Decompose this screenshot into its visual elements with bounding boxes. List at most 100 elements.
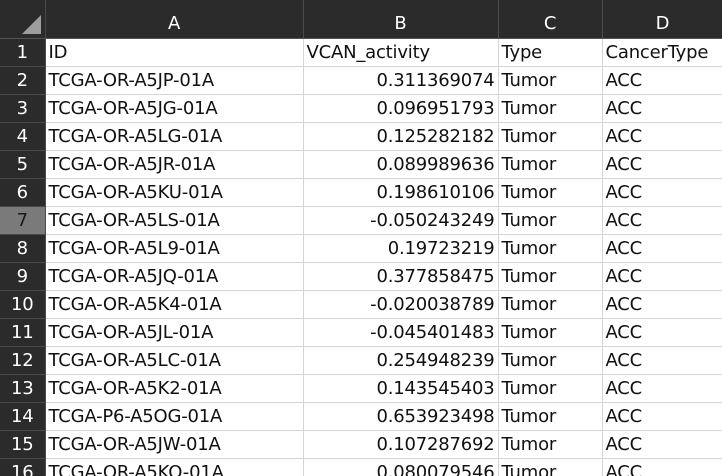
cell-vcan-activity[interactable]: 0.377858475 <box>303 262 499 291</box>
cell-vcan-activity[interactable]: 0.19723219 <box>303 234 499 263</box>
table-row: 3 TCGA-OR-A5JG-01A 0.096951793 Tumor ACC <box>0 94 722 123</box>
cell-type[interactable]: Tumor <box>498 234 603 263</box>
table-row: 13 TCGA-OR-A5K2-01A 0.143545403 Tumor ACC <box>0 374 722 403</box>
cell-id[interactable]: TCGA-OR-A5JR-01A <box>45 150 304 179</box>
cell-cancer-type[interactable]: ACC <box>602 458 722 476</box>
cell-type[interactable]: Tumor <box>498 318 603 347</box>
table-row: 5 TCGA-OR-A5JR-01A 0.089989636 Tumor ACC <box>0 150 722 179</box>
cell-type[interactable]: Tumor <box>498 206 603 235</box>
cell-id[interactable]: TCGA-OR-A5JQ-01A <box>45 262 304 291</box>
column-header-d[interactable]: D <box>602 0 722 39</box>
cell-vcan-activity[interactable]: 0.311369074 <box>303 66 499 95</box>
cell-id[interactable]: ID <box>45 38 304 67</box>
cell-id[interactable]: TCGA-OR-A5LS-01A <box>45 206 304 235</box>
table-row: 2 TCGA-OR-A5JP-01A 0.311369074 Tumor ACC <box>0 66 722 95</box>
row-header[interactable]: 16 <box>0 458 46 476</box>
table-row: 6 TCGA-OR-A5KU-01A 0.198610106 Tumor ACC <box>0 178 722 207</box>
column-header-b[interactable]: B <box>303 0 499 39</box>
row-header[interactable]: 5 <box>0 150 46 179</box>
cell-type[interactable]: Tumor <box>498 346 603 375</box>
table-row: 4 TCGA-OR-A5LG-01A 0.125282182 Tumor ACC <box>0 122 722 151</box>
cell-vcan-activity[interactable]: 0.198610106 <box>303 178 499 207</box>
cell-cancer-type[interactable]: ACC <box>602 94 722 123</box>
row-header[interactable]: 11 <box>0 318 46 347</box>
cell-id[interactable]: TCGA-OR-A5JW-01A <box>45 430 304 459</box>
row-header[interactable]: 6 <box>0 178 46 207</box>
select-all-corner[interactable] <box>0 0 46 39</box>
cell-id[interactable]: TCGA-P6-A5OG-01A <box>45 402 304 431</box>
cell-cancer-type[interactable]: ACC <box>602 402 722 431</box>
table-row: 1 ID VCAN_activity Type CancerType <box>0 38 722 67</box>
row-header[interactable]: 4 <box>0 122 46 151</box>
cell-type[interactable]: Tumor <box>498 402 603 431</box>
cell-type[interactable]: Tumor <box>498 262 603 291</box>
table-row: 15 TCGA-OR-A5JW-01A 0.107287692 Tumor ACC <box>0 430 722 459</box>
cell-cancer-type[interactable]: ACC <box>602 290 722 319</box>
cell-id[interactable]: TCGA-OR-A5KO-01A <box>45 458 304 476</box>
table-row: 11 TCGA-OR-A5JL-01A -0.045401483 Tumor ACC <box>0 318 722 347</box>
row-header[interactable]: 10 <box>0 290 46 319</box>
row-header[interactable]: 2 <box>0 66 46 95</box>
cell-cancer-type[interactable]: ACC <box>602 122 722 151</box>
cell-vcan-activity[interactable]: 0.096951793 <box>303 94 499 123</box>
row-header[interactable]: 3 <box>0 94 46 123</box>
cell-type[interactable]: Tumor <box>498 374 603 403</box>
select-all-triangle-icon <box>21 14 41 34</box>
cell-cancer-type[interactable]: ACC <box>602 66 722 95</box>
cell-id[interactable]: TCGA-OR-A5JP-01A <box>45 66 304 95</box>
cell-vcan-activity[interactable]: 0.143545403 <box>303 374 499 403</box>
cell-id[interactable]: TCGA-OR-A5LC-01A <box>45 346 304 375</box>
cell-vcan-activity[interactable]: -0.050243249 <box>303 206 499 235</box>
cell-type[interactable]: Tumor <box>498 458 603 476</box>
column-header-c[interactable]: C <box>498 0 603 39</box>
column-header-row: A B C D <box>0 0 722 39</box>
column-header-a[interactable]: A <box>45 0 304 39</box>
row-header[interactable]: 13 <box>0 374 46 403</box>
cell-cancer-type[interactable]: CancerType <box>602 38 722 67</box>
row-header[interactable]: 8 <box>0 234 46 263</box>
cell-id[interactable]: TCGA-OR-A5K4-01A <box>45 290 304 319</box>
cell-cancer-type[interactable]: ACC <box>602 234 722 263</box>
cell-vcan-activity[interactable]: 0.089989636 <box>303 150 499 179</box>
cell-cancer-type[interactable]: ACC <box>602 430 722 459</box>
cell-type[interactable]: Tumor <box>498 150 603 179</box>
row-header[interactable]: 15 <box>0 430 46 459</box>
row-header[interactable]: 12 <box>0 346 46 375</box>
cell-vcan-activity[interactable]: 0.653923498 <box>303 402 499 431</box>
table-row: 14 TCGA-P6-A5OG-01A 0.653923498 Tumor ACC <box>0 402 722 431</box>
cell-type[interactable]: Tumor <box>498 178 603 207</box>
cell-cancer-type[interactable]: ACC <box>602 346 722 375</box>
row-header[interactable]: 14 <box>0 402 46 431</box>
cell-cancer-type[interactable]: ACC <box>602 374 722 403</box>
row-header[interactable]: 1 <box>0 38 46 67</box>
cell-type[interactable]: Tumor <box>498 66 603 95</box>
cell-cancer-type[interactable]: ACC <box>602 262 722 291</box>
cell-id[interactable]: TCGA-OR-A5KU-01A <box>45 178 304 207</box>
cell-type[interactable]: Tumor <box>498 430 603 459</box>
cell-vcan-activity[interactable]: 0.080079546 <box>303 458 499 476</box>
cell-id[interactable]: TCGA-OR-A5LG-01A <box>45 122 304 151</box>
cell-cancer-type[interactable]: ACC <box>602 150 722 179</box>
cell-cancer-type[interactable]: ACC <box>602 206 722 235</box>
cell-type[interactable]: Tumor <box>498 290 603 319</box>
cell-id[interactable]: TCGA-OR-A5JG-01A <box>45 94 304 123</box>
cell-cancer-type[interactable]: ACC <box>602 178 722 207</box>
row-header[interactable]: 9 <box>0 262 46 291</box>
cell-type[interactable]: Tumor <box>498 122 603 151</box>
row-header[interactable]: 7 <box>0 206 46 235</box>
cell-id[interactable]: TCGA-OR-A5JL-01A <box>45 318 304 347</box>
cell-vcan-activity[interactable]: -0.020038789 <box>303 290 499 319</box>
cell-id[interactable]: TCGA-OR-A5L9-01A <box>45 234 304 263</box>
cell-type[interactable]: Type <box>498 38 603 67</box>
cell-vcan-activity[interactable]: 0.125282182 <box>303 122 499 151</box>
cell-id[interactable]: TCGA-OR-A5K2-01A <box>45 374 304 403</box>
cell-vcan-activity[interactable]: 0.254948239 <box>303 346 499 375</box>
cell-vcan-activity[interactable]: 0.107287692 <box>303 430 499 459</box>
cell-vcan-activity[interactable]: VCAN_activity <box>303 38 499 67</box>
cell-vcan-activity[interactable]: -0.045401483 <box>303 318 499 347</box>
cell-cancer-type[interactable]: ACC <box>602 318 722 347</box>
cell-type[interactable]: Tumor <box>498 94 603 123</box>
